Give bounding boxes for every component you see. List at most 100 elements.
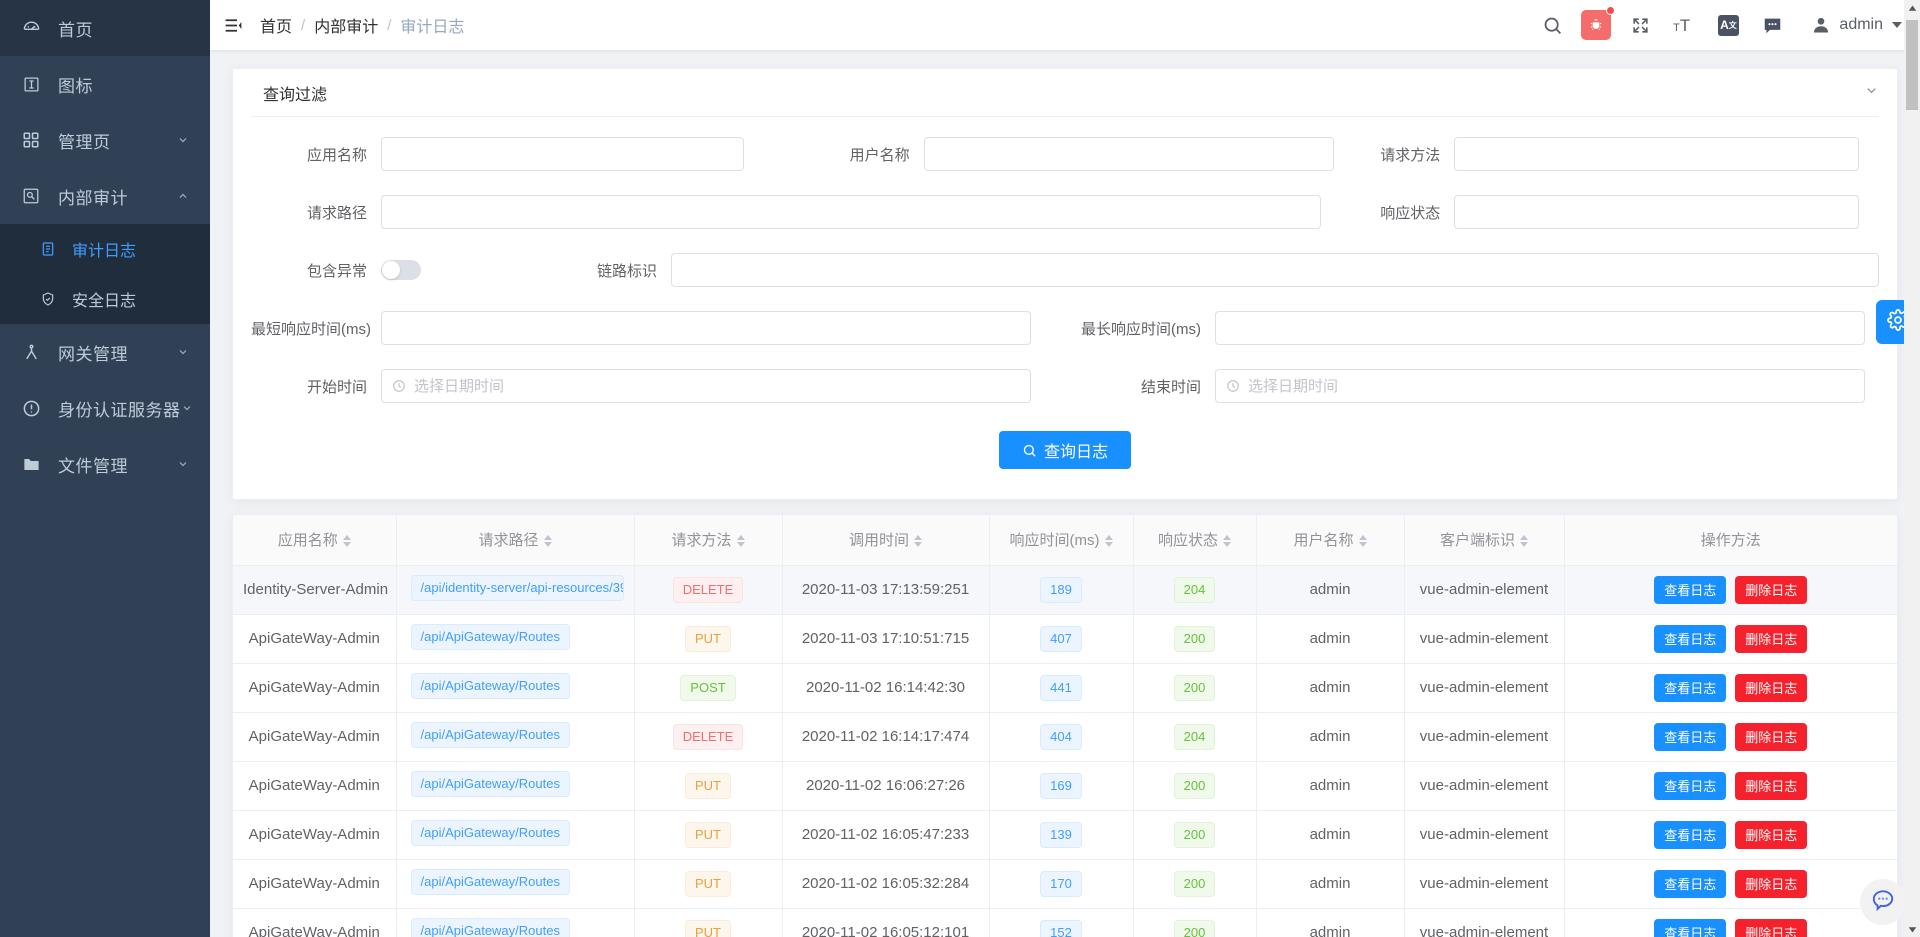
table-row[interactable]: ApiGateWay-Admin/api/ApiGateway/Routes PU… [233, 908, 1897, 937]
view-log-button[interactable]: 查看日志 [1654, 673, 1727, 702]
chat-icon[interactable] [1752, 5, 1792, 45]
col-status[interactable]: 响应状态 [1133, 515, 1257, 566]
query-log-button[interactable]: 查询日志 [998, 431, 1131, 469]
table-row[interactable]: ApiGateWay-Admin/api/ApiGateway/Routes PU… [233, 810, 1897, 860]
view-log-button[interactable]: 查看日志 [1654, 624, 1727, 653]
start-time-input[interactable] [381, 369, 1031, 403]
sidebar-item-file-management[interactable]: 文件管理 [0, 436, 210, 492]
row-action-group: 查看日志 删除日志 [1575, 918, 1888, 937]
table-row[interactable]: Identity-Server-Admin/api/identity-serve… [233, 565, 1897, 615]
col-request-path[interactable]: 请求路径 [396, 515, 635, 566]
col-client-id[interactable]: 客户端标识 [1404, 515, 1565, 566]
url-input[interactable] [381, 195, 1321, 229]
sort-icon[interactable] [1104, 535, 1113, 548]
sidebar-item-gateway[interactable]: 网关管理 [0, 324, 210, 380]
view-log-button[interactable]: 查看日志 [1654, 869, 1727, 898]
request-path-tag[interactable]: /api/ApiGateway/Routes [410, 721, 570, 748]
request-path-tag[interactable]: /api/identity-server/api-resources/39f82… [410, 574, 624, 601]
chevron-down-icon[interactable] [1864, 83, 1879, 103]
view-log-button[interactable]: 查看日志 [1654, 820, 1727, 849]
sort-icon[interactable] [342, 535, 351, 548]
fullscreen-icon[interactable] [1620, 5, 1660, 45]
row-action-group: 查看日志 删除日志 [1575, 575, 1888, 604]
font-size-icon[interactable]: T T [1664, 5, 1704, 45]
view-log-button[interactable]: 查看日志 [1654, 575, 1727, 604]
chat-widget-button[interactable] [1860, 879, 1906, 925]
request-path-tag[interactable]: /api/ApiGateway/Routes [410, 917, 570, 937]
svg-text:T: T [1674, 22, 1681, 34]
sidebar-item-internal-audit[interactable]: 内部审计 [0, 168, 210, 224]
col-duration[interactable]: 响应时间(ms) [989, 515, 1134, 566]
delete-log-button[interactable]: 删除日志 [1735, 575, 1808, 604]
cell-request-method: PUT [634, 908, 783, 937]
http-method-input[interactable] [1454, 137, 1860, 171]
request-path-tag[interactable]: /api/ApiGateway/Routes [410, 868, 570, 895]
table-row[interactable]: ApiGateWay-Admin/api/ApiGateway/Routes DE… [233, 712, 1897, 762]
scrollbar-thumb[interactable] [1906, 20, 1918, 110]
error-log-button[interactable] [1576, 5, 1616, 45]
delete-log-button[interactable]: 删除日志 [1735, 722, 1808, 751]
page-scrollbar[interactable] [1904, 0, 1920, 937]
delete-log-button[interactable]: 删除日志 [1735, 820, 1808, 849]
sort-icon[interactable] [543, 535, 552, 548]
request-path-tag[interactable]: /api/ApiGateway/Routes [410, 819, 570, 846]
delete-log-button[interactable]: 删除日志 [1735, 624, 1808, 653]
col-request-method[interactable]: 请求方法 [634, 515, 783, 566]
min-duration-input[interactable] [381, 311, 1031, 345]
user-menu[interactable]: admin [1810, 14, 1902, 36]
sort-icon[interactable] [914, 535, 922, 548]
sort-icon[interactable] [1223, 535, 1231, 548]
breadcrumb-item-home[interactable]: 首页 [260, 19, 293, 36]
sidebar-item-security-log[interactable]: 安全日志 [0, 274, 210, 324]
sort-icon[interactable] [1358, 535, 1367, 548]
status-tag: 200 [1173, 625, 1216, 652]
scroll-down-arrow-icon[interactable] [1904, 921, 1920, 937]
table-row[interactable]: ApiGateWay-Admin/api/ApiGateway/Routes PO… [233, 663, 1897, 713]
view-log-button[interactable]: 查看日志 [1654, 771, 1727, 800]
cell-request-method: PUT [634, 859, 783, 909]
sidebar-item-admin-pages[interactable]: 管理页 [0, 112, 210, 168]
col-call-time[interactable]: 调用时间 [782, 515, 990, 566]
app-name-input[interactable] [381, 137, 744, 171]
cell-operations: 查看日志 删除日志 [1564, 663, 1897, 713]
col-user-name[interactable]: 用户名称 [1256, 515, 1405, 566]
cell-request-path: /api/ApiGateway/Routes [396, 663, 635, 713]
sort-icon[interactable] [736, 535, 745, 548]
sidebar-item-identity-server[interactable]: 身份认证服务器 [0, 380, 210, 436]
request-path-tag[interactable]: /api/ApiGateway/Routes [410, 623, 570, 650]
query-filter-body: 应用名称 用户名称 请求方法 [251, 117, 1879, 499]
cell-status: 200 [1133, 761, 1257, 811]
table-row[interactable]: ApiGateWay-Admin/api/ApiGateway/Routes PU… [233, 859, 1897, 909]
bug-icon[interactable] [1581, 6, 1616, 40]
row-action-group: 查看日志 删除日志 [1575, 624, 1888, 653]
search-icon[interactable] [1532, 5, 1572, 45]
table-row[interactable]: ApiGateWay-Admin/api/ApiGateway/Routes PU… [233, 614, 1897, 664]
breadcrumb-item-internal-audit[interactable]: 内部审计 [314, 19, 379, 36]
status-input[interactable] [1454, 195, 1860, 229]
max-duration-input[interactable] [1215, 311, 1865, 345]
view-log-button[interactable]: 查看日志 [1654, 722, 1727, 751]
query-filter-header[interactable]: 查询过滤 [251, 69, 1879, 117]
sidebar-item-home[interactable]: 首页 [0, 0, 210, 56]
delete-log-button[interactable]: 删除日志 [1735, 869, 1808, 898]
request-path-tag[interactable]: /api/ApiGateway/Routes [410, 770, 570, 797]
sidebar-item-icons[interactable]: 图标 [0, 56, 210, 112]
scroll-up-arrow-icon[interactable] [1904, 0, 1920, 16]
has-error-toggle[interactable] [381, 260, 421, 280]
client-id-value: vue-admin-element [1419, 826, 1549, 843]
table-header-row: 应用名称 请求路径 请求方法 调用时间 响应时间(ms) 响应状态 用户名称 客… [233, 515, 1897, 566]
end-time-input[interactable] [1215, 369, 1865, 403]
view-log-button[interactable]: 查看日志 [1654, 918, 1727, 937]
delete-log-button[interactable]: 删除日志 [1735, 673, 1808, 702]
correlation-input[interactable] [671, 253, 1879, 287]
delete-log-button[interactable]: 删除日志 [1735, 771, 1808, 800]
request-path-tag[interactable]: /api/ApiGateway/Routes [410, 672, 570, 699]
delete-log-button[interactable]: 删除日志 [1735, 918, 1808, 937]
sidebar-item-audit-log[interactable]: 审计日志 [0, 224, 210, 274]
table-row[interactable]: ApiGateWay-Admin/api/ApiGateway/Routes PU… [233, 761, 1897, 811]
col-app-name[interactable]: 应用名称 [233, 515, 397, 566]
sort-icon[interactable] [1520, 535, 1528, 548]
hamburger-icon[interactable] [210, 0, 256, 50]
user-name-input[interactable] [923, 137, 1334, 171]
